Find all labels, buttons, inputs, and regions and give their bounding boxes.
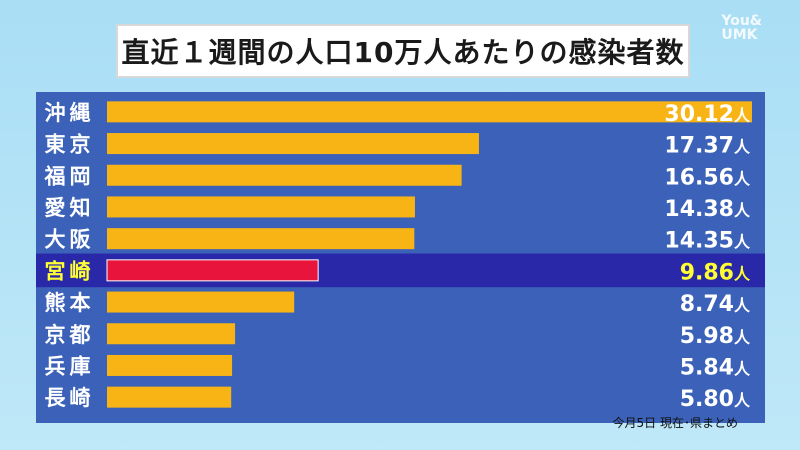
category-label: 愛知 bbox=[45, 196, 95, 220]
bar bbox=[107, 164, 462, 186]
value-label: 5.84人 bbox=[680, 355, 751, 380]
bar bbox=[107, 354, 233, 376]
bar bbox=[107, 228, 415, 250]
chart-title-box: 直近１週間の人口10万人あたりの感染者数 bbox=[116, 24, 690, 78]
value-label: 14.38人 bbox=[664, 197, 751, 222]
logo-line1: You& bbox=[721, 13, 762, 29]
bar bbox=[107, 386, 232, 408]
category-label: 沖縄 bbox=[45, 101, 95, 125]
broadcaster-logo: You& UMK bbox=[721, 14, 762, 42]
bar bbox=[107, 101, 752, 123]
bar bbox=[107, 133, 479, 155]
logo-line2: UMK bbox=[721, 27, 758, 43]
value-label: 30.12人 bbox=[664, 102, 751, 127]
category-label: 長崎 bbox=[45, 386, 95, 410]
value-label: 5.98人 bbox=[680, 324, 751, 349]
value-label: 9.86人 bbox=[680, 260, 751, 285]
value-label: 16.56人 bbox=[664, 165, 751, 190]
category-label: 兵庫 bbox=[45, 354, 95, 378]
value-label: 14.35人 bbox=[664, 229, 751, 254]
bar bbox=[107, 291, 295, 313]
category-label: 大阪 bbox=[45, 228, 95, 252]
category-label: 宮崎 bbox=[45, 259, 95, 283]
category-label: 熊本 bbox=[45, 291, 95, 315]
bar bbox=[107, 323, 236, 345]
bar bbox=[107, 196, 415, 218]
value-label: 17.37人 bbox=[664, 134, 751, 159]
bar bbox=[106, 259, 319, 282]
chart-title: 直近１週間の人口10万人あたりの感染者数 bbox=[121, 36, 685, 69]
value-label: 8.74人 bbox=[680, 292, 751, 317]
category-label: 東京 bbox=[45, 133, 95, 157]
footnote: 今月5日 現在･県まとめ bbox=[612, 416, 738, 430]
category-label: 京都 bbox=[45, 323, 95, 347]
value-label: 5.80人 bbox=[680, 387, 751, 412]
category-label: 福岡 bbox=[44, 164, 95, 188]
